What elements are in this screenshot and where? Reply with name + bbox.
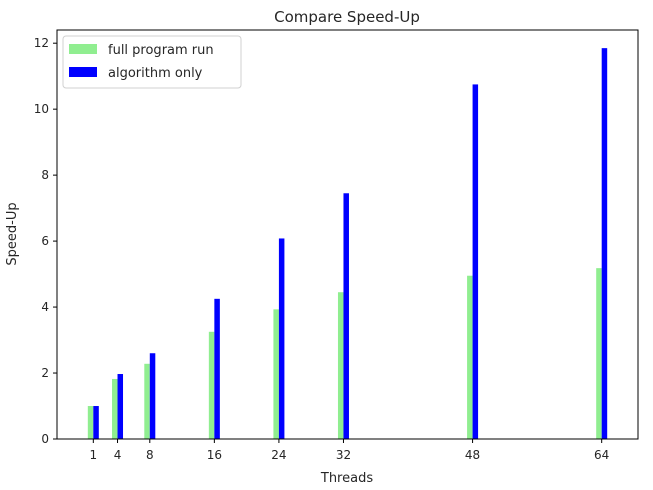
x-tick-label-1: 1 [89,448,97,462]
y-axis: 0 2 4 6 8 10 12 [34,36,57,446]
y-tick-label-6: 6 [41,234,49,248]
axes-frame [56,29,639,440]
bar-algorithm-only-16 [214,298,220,439]
bar-full-program-run-4 [112,378,118,439]
x-tick-label-24: 24 [271,448,286,462]
legend: full program run algorithm only [62,35,242,89]
bar-algorithm-only-48 [472,84,479,440]
y-tick-label-8: 8 [41,168,49,182]
bar-algorithm-only-4 [117,374,124,439]
bar-full-program-run-48 [467,275,473,439]
y-tick-label-12: 12 [34,36,49,50]
bar-full-program-run-24 [273,309,279,439]
x-axis-label: Threads [320,471,373,486]
y-tick-label-4: 4 [41,300,49,314]
x-tick-label-16: 16 [207,448,222,462]
bar-full-program-run-64 [596,268,602,439]
x-tick-label-48: 48 [465,448,480,462]
bar-algorithm-only-64 [601,48,608,439]
x-tick-label-8: 8 [146,448,154,462]
bar-full-program-run-8 [144,363,150,439]
legend-box [62,35,242,89]
legend-label-algorithm-only: algorithm only [108,66,203,81]
bar-algorithm-only-1 [93,406,99,439]
y-tick-label-0: 0 [41,432,49,446]
bar-algorithm-only-8 [149,353,156,439]
legend-swatch-algorithm-only [69,67,97,77]
y-tick-label-2: 2 [41,366,49,380]
bar-algorithm-only-24 [278,238,285,439]
x-tick-label-32: 32 [336,448,351,462]
chart-title: Compare Speed-Up [274,8,420,26]
bars-group [87,48,608,440]
legend-label-full-program-run: full program run [108,43,214,58]
bar-full-program-run-1 [87,406,94,439]
x-axis: 1 4 8 16 24 32 48 64 [89,439,609,462]
bar-full-program-run-16 [208,331,215,439]
x-tick-label-4: 4 [114,448,122,462]
y-axis-label: Speed-Up [5,202,20,265]
x-tick-label-64: 64 [594,448,609,462]
bar-algorithm-only-32 [343,193,349,439]
y-tick-label-10: 10 [34,102,49,116]
legend-swatch-full-program-run [69,44,97,54]
bar-full-program-run-32 [337,292,344,439]
